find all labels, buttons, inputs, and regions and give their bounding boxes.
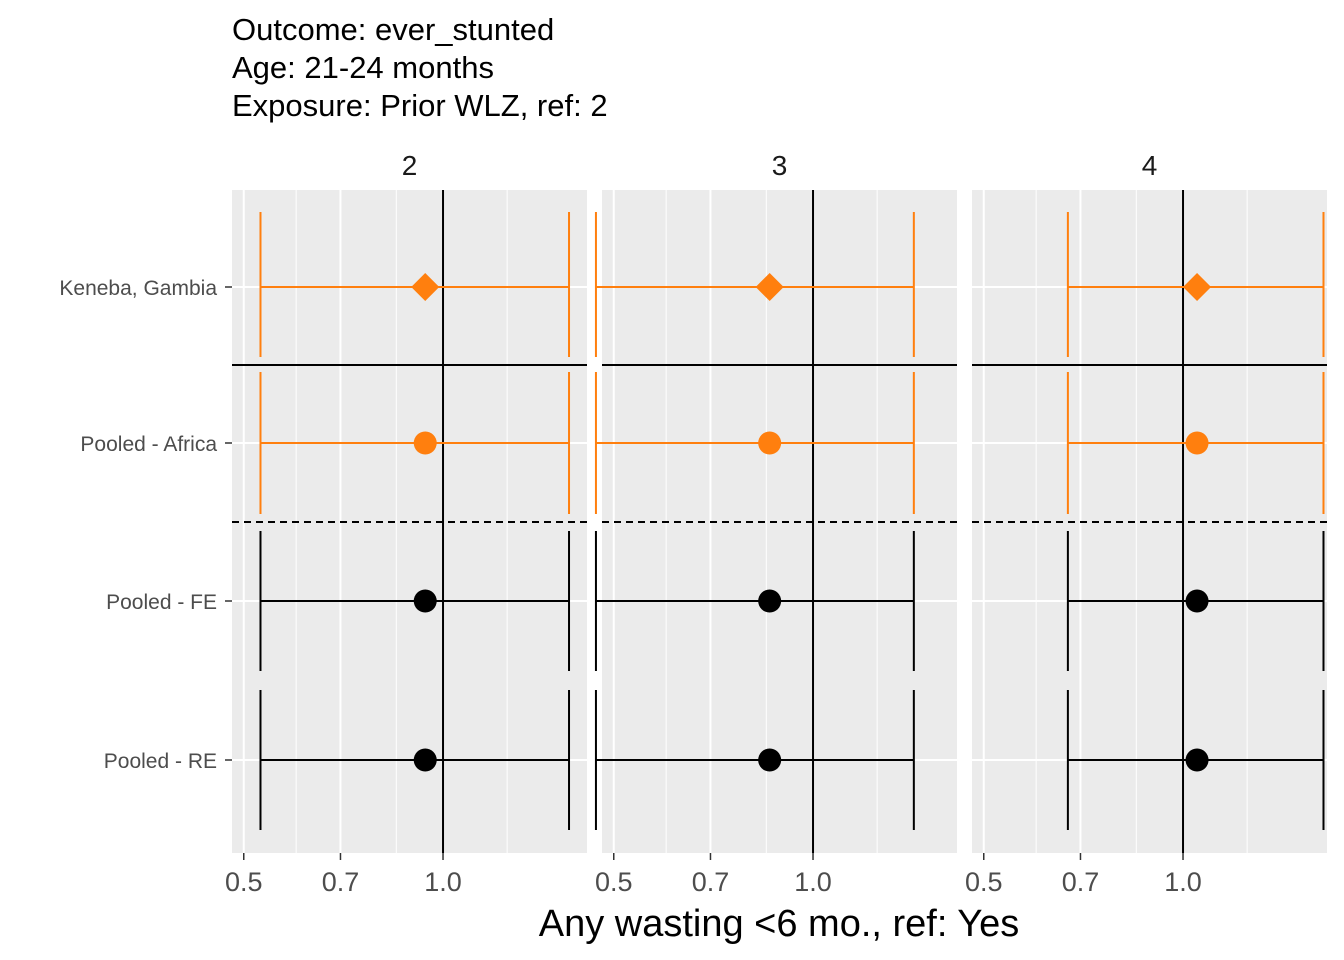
- x-tick-label: 1.0: [424, 867, 462, 897]
- estimate-point-circle: [413, 431, 437, 455]
- chart-title-exposure: Exposure: Prior WLZ, ref: 2: [232, 88, 608, 123]
- estimate-point-circle: [413, 589, 437, 613]
- panel-background: [972, 190, 1327, 853]
- x-tick-label: 0.5: [225, 867, 263, 897]
- estimate-point-circle: [758, 431, 782, 455]
- estimate-point-circle: [758, 589, 782, 613]
- estimate-point-circle: [1185, 748, 1209, 772]
- x-axis-title: Any wasting <6 mo., ref: Yes: [539, 903, 1020, 945]
- x-tick-label: 0.5: [595, 867, 633, 897]
- y-tick-label: Keneba, Gambia: [59, 277, 217, 300]
- panel-background: [232, 190, 587, 853]
- estimate-point-diamond: [755, 273, 784, 301]
- x-tick-label: 0.7: [692, 867, 730, 897]
- chart-title-outcome: Outcome: ever_stunted: [232, 12, 555, 47]
- x-tick-label: 0.5: [965, 867, 1003, 897]
- facet-label-2: 2: [402, 150, 418, 181]
- panel-background: [602, 190, 957, 853]
- x-tick-label: 1.0: [1164, 867, 1202, 897]
- x-tick-label: 0.7: [1062, 867, 1100, 897]
- facet-label-3: 3: [772, 150, 788, 181]
- chart-title-age: Age: 21-24 months: [232, 50, 494, 85]
- estimate-point-circle: [413, 748, 437, 772]
- estimate-point-circle: [1185, 589, 1209, 613]
- y-tick-label: Pooled - FE: [106, 591, 217, 614]
- estimate-point-circle: [758, 748, 782, 772]
- y-tick-label: Pooled - RE: [104, 750, 217, 773]
- y-tick-label: Pooled - Africa: [80, 433, 217, 456]
- facet-label-4: 4: [1142, 150, 1158, 181]
- x-tick-label: 1.0: [794, 867, 832, 897]
- estimate-point-diamond: [411, 273, 440, 301]
- estimate-point-circle: [1185, 431, 1209, 455]
- estimate-point-diamond: [1183, 273, 1212, 301]
- x-tick-label: 0.7: [322, 867, 360, 897]
